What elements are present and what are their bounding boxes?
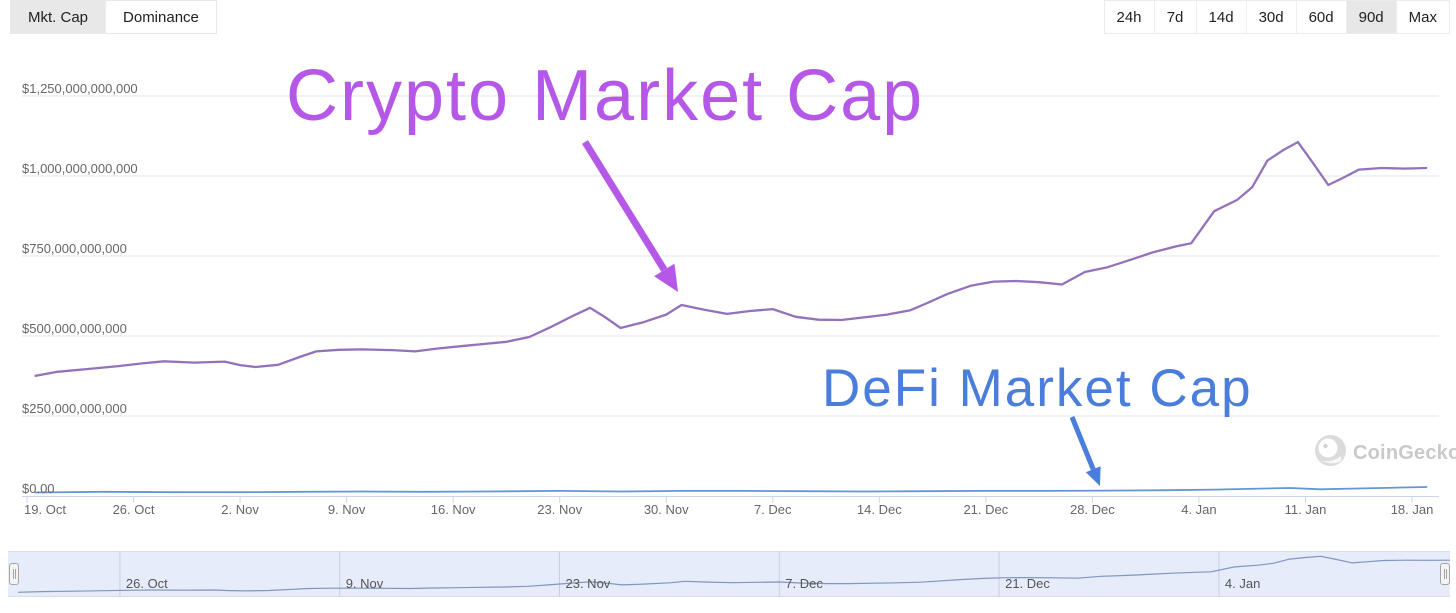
navigator-right-handle[interactable] xyxy=(1440,563,1450,585)
x-axis-label: 14. Dec xyxy=(856,502,902,517)
coingecko-logo-icon xyxy=(1314,434,1347,472)
navigator-left-handle[interactable] xyxy=(9,563,19,585)
y-axis-label: $750,000,000,000 xyxy=(22,241,127,256)
navigator-series-line xyxy=(17,555,1451,593)
x-axis-label: 4. Jan xyxy=(1181,502,1217,517)
range-max[interactable]: Max xyxy=(1395,1,1449,33)
y-axis-label: $1,250,000,000,000 xyxy=(22,81,138,96)
range-90d[interactable]: 90d xyxy=(1345,1,1396,33)
x-axis-label: 23. Nov xyxy=(537,502,583,517)
x-axis-label: 16. Nov xyxy=(430,502,476,517)
navigator-axis-label: 26. Oct xyxy=(125,576,168,591)
y-axis-label: $1,000,000,000,000 xyxy=(22,161,138,176)
crypto-market-cap-line xyxy=(34,140,1428,378)
defi-market-cap-line xyxy=(34,486,1428,494)
annotation-arrow-line xyxy=(1069,416,1096,471)
x-axis-label: 18. Jan xyxy=(1390,502,1434,517)
y-axis-label: $250,000,000,000 xyxy=(22,401,127,416)
x-axis-label: 19. Oct xyxy=(24,502,66,517)
chart-type-tabs: Mkt. Cap Dominance xyxy=(10,0,217,34)
watermark-text: CoinGecko xyxy=(1353,441,1456,464)
navigator-axis-label: 4. Jan xyxy=(1224,576,1261,591)
x-axis-label: 7. Dec xyxy=(753,502,792,517)
tab-mkt-cap[interactable]: Mkt. Cap xyxy=(11,1,106,33)
x-axis-label: 30. Nov xyxy=(643,502,689,517)
navigator-track[interactable] xyxy=(8,551,1450,597)
time-range-selector: 24h 7d 14d 30d 60d 90d Max xyxy=(1103,0,1450,34)
x-axis-label: 28. Dec xyxy=(1069,502,1115,517)
y-axis-label: $500,000,000,000 xyxy=(22,321,127,336)
coingecko-watermark: CoinGecko xyxy=(1314,434,1456,472)
annotation-arrow-head xyxy=(1085,466,1101,486)
x-axis-label: 9. Nov xyxy=(327,502,366,517)
navigator-axis-label: 9. Nov xyxy=(345,576,384,591)
range-14d[interactable]: 14d xyxy=(1195,1,1246,33)
x-axis-label: 21. Dec xyxy=(963,502,1009,517)
navigator-axis-label: 23. Nov xyxy=(565,576,611,591)
navigator-axis-label: 21. Dec xyxy=(1005,576,1050,591)
range-30d[interactable]: 30d xyxy=(1245,1,1296,33)
x-axis-label: 26. Oct xyxy=(112,502,155,517)
annotation-arrow-head xyxy=(654,263,678,292)
crypto-market-cap-annotation: Crypto Market Cap xyxy=(286,56,925,136)
defi-market-cap-annotation: DeFi Market Cap xyxy=(822,359,1253,418)
range-7d[interactable]: 7d xyxy=(1153,1,1196,33)
navigator-axis-label: 7. Dec xyxy=(785,576,823,591)
x-axis-label: 2. Nov xyxy=(221,502,259,517)
range-24h[interactable]: 24h xyxy=(1104,1,1154,33)
x-axis-label: 11. Jan xyxy=(1284,502,1327,517)
y-axis-label: $0.00 xyxy=(22,481,55,496)
range-60d[interactable]: 60d xyxy=(1295,1,1346,33)
tab-dominance[interactable]: Dominance xyxy=(105,1,216,33)
annotation-arrow-line xyxy=(582,140,668,272)
